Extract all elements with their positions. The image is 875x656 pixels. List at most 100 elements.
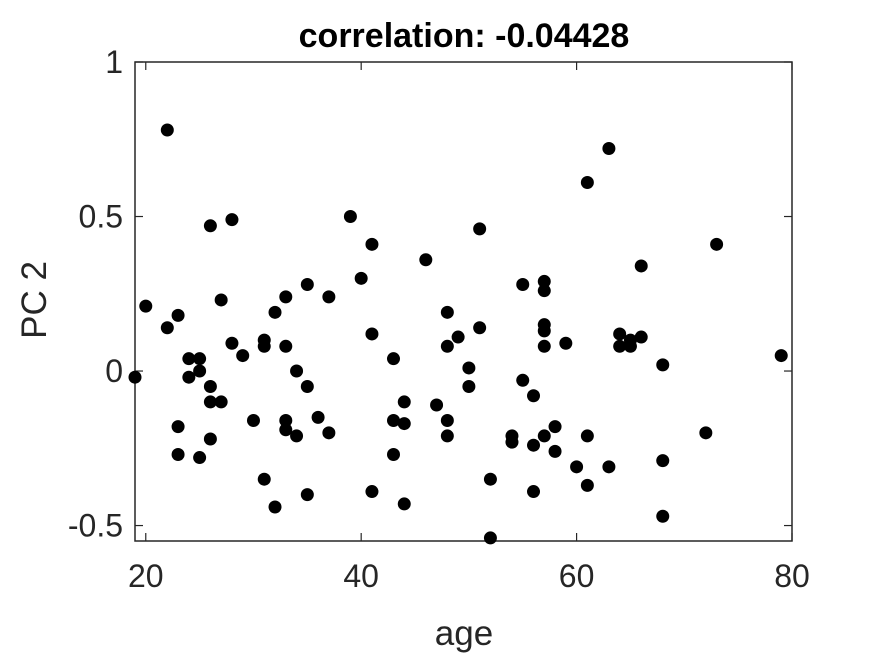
data-point [193, 352, 207, 366]
data-point [343, 210, 357, 224]
data-point [193, 451, 207, 465]
data-point [386, 447, 400, 461]
data-point [473, 222, 487, 236]
data-point [656, 358, 670, 372]
data-point [527, 389, 541, 403]
data-point [483, 531, 497, 545]
x-axis: 20 40 60 80 [128, 62, 810, 594]
data-point [279, 290, 293, 304]
data-point [613, 327, 627, 341]
data-point [171, 308, 185, 322]
data-point [203, 395, 217, 409]
data-point [602, 460, 616, 474]
data-point [580, 429, 594, 443]
y-tick-label: 0 [105, 353, 123, 389]
data-point [279, 339, 293, 353]
data-point [440, 413, 454, 427]
data-point [440, 429, 454, 443]
y-tick-label: 0.5 [79, 199, 123, 235]
data-point [580, 176, 594, 190]
data-point [656, 509, 670, 523]
data-point [225, 336, 239, 350]
data-point [602, 142, 616, 156]
data-point [527, 485, 541, 499]
data-point [537, 339, 551, 353]
data-point [623, 339, 637, 353]
data-point [193, 364, 207, 378]
data-point [300, 488, 314, 502]
chart-title: correlation: -0.04428 [299, 17, 630, 55]
data-point [397, 395, 411, 409]
data-point [548, 444, 562, 458]
data-point [203, 219, 217, 233]
data-point [203, 432, 217, 446]
data-point [548, 420, 562, 434]
data-point [451, 330, 465, 344]
data-point [182, 352, 196, 366]
data-point [257, 472, 271, 486]
data-point [537, 274, 551, 288]
data-point [365, 485, 379, 499]
data-point [473, 321, 487, 335]
data-point [505, 435, 519, 449]
data-point [634, 330, 648, 344]
data-point [462, 361, 476, 375]
data-point [559, 336, 573, 350]
data-point [182, 370, 196, 384]
data-point [365, 327, 379, 341]
data-point [279, 423, 293, 437]
data-point [386, 352, 400, 366]
data-point [440, 339, 454, 353]
x-tick-label: 20 [128, 558, 164, 594]
x-tick-label: 40 [343, 558, 379, 594]
data-point [139, 299, 153, 313]
data-point [483, 472, 497, 486]
data-point [128, 370, 142, 384]
data-points [128, 123, 788, 545]
data-point [537, 429, 551, 443]
data-point [537, 324, 551, 338]
data-point [430, 398, 444, 412]
data-point [290, 364, 304, 378]
x-axis-label: age [435, 614, 493, 653]
data-point [537, 284, 551, 298]
data-point [386, 413, 400, 427]
data-point [268, 305, 282, 319]
data-point [710, 237, 724, 251]
data-point [656, 454, 670, 468]
data-point [160, 321, 174, 335]
data-point [290, 429, 304, 443]
y-tick-label: -0.5 [68, 508, 123, 544]
x-tick-label: 80 [774, 558, 810, 594]
data-point [613, 339, 627, 353]
data-point [225, 213, 239, 227]
data-point [365, 237, 379, 251]
data-point [699, 426, 713, 440]
data-point [160, 123, 174, 137]
data-point [527, 438, 541, 452]
y-axis-label: PC 2 [15, 261, 54, 339]
data-point [462, 379, 476, 393]
data-point [171, 447, 185, 461]
data-point [171, 420, 185, 434]
data-point [440, 305, 454, 319]
data-point [268, 500, 282, 514]
data-point [203, 379, 217, 393]
data-point [300, 379, 314, 393]
data-point [419, 253, 433, 267]
data-point [580, 478, 594, 492]
data-point [397, 417, 411, 431]
data-point [214, 293, 228, 307]
data-point [246, 413, 260, 427]
data-point [570, 460, 584, 474]
y-tick-label: 1 [105, 44, 123, 80]
x-tick-label: 60 [559, 558, 595, 594]
plot-area-frame [134, 61, 793, 542]
data-point [311, 410, 325, 424]
data-point [279, 413, 293, 427]
data-point [300, 278, 314, 292]
data-point [236, 349, 250, 363]
data-point [322, 290, 336, 304]
data-point [634, 259, 648, 273]
